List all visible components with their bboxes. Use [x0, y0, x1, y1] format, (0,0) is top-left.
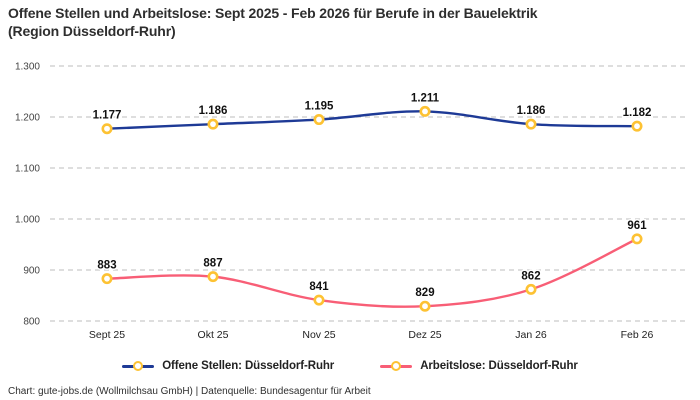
- data-point-label: 887: [203, 258, 222, 270]
- line-chart: 800 900 1.000 1.100 1.200 1.300 Sept 25 Okt 25 N…: [15, 62, 688, 341]
- data-point-label: 862: [521, 270, 540, 282]
- data-point-marker: [631, 233, 643, 245]
- data-point-label: 883: [97, 260, 116, 272]
- y-axis-tick-label: 1.100: [15, 164, 40, 175]
- chart-source-credit: Chart: gute-jobs.de (Wollmilchsau GmbH) …: [8, 386, 371, 397]
- x-axis-tick-label: Jan 26: [515, 329, 547, 341]
- y-axis-tick-label: 800: [23, 317, 40, 328]
- data-point-marker: [419, 105, 431, 117]
- x-axis-tick-label: Dez 25: [408, 329, 441, 341]
- data-point-marker: [419, 300, 431, 312]
- legend-item-arbeitslose: Arbeitslose: Düsseldorf-Ruhr: [380, 360, 578, 372]
- data-point-marker: [525, 283, 537, 295]
- x-axis-tick-label: Feb 26: [621, 329, 654, 341]
- data-point-label: 1.177: [93, 110, 122, 122]
- data-point-label: 1.186: [199, 105, 228, 117]
- data-point-marker: [207, 271, 219, 283]
- line-marker-icon: [122, 360, 155, 372]
- chart-title-line1: Offene Stellen und Arbeitslose: Sept 202…: [8, 5, 538, 21]
- legend-item-offene-stellen: Offene Stellen: Düsseldorf-Ruhr: [122, 360, 334, 372]
- chart-title-line2: (Region Düsseldorf-Ruhr): [8, 22, 176, 39]
- legend-label: Arbeitslose: Düsseldorf-Ruhr: [420, 360, 578, 372]
- data-point-label: 1.186: [517, 105, 546, 117]
- data-point-label: 1.211: [411, 92, 440, 104]
- x-axis-tick-label: Okt 25: [198, 329, 229, 341]
- data-point-marker: [313, 294, 325, 306]
- data-point-marker: [101, 123, 113, 135]
- data-point-marker: [631, 120, 643, 132]
- data-point-marker: [207, 118, 219, 130]
- data-point-marker: [101, 273, 113, 285]
- data-point-label: 1.195: [305, 101, 334, 113]
- data-point-marker: [525, 118, 537, 130]
- chart-legend: Offene Stellen: Düsseldorf-Ruhr Arbeitsl…: [0, 360, 700, 372]
- y-axis-tick-label: 900: [23, 266, 40, 277]
- data-point-marker: [313, 114, 325, 126]
- data-point-label: 841: [309, 281, 329, 293]
- y-axis-tick-label: 1.300: [15, 62, 40, 73]
- data-point-label: 961: [627, 220, 647, 232]
- data-point-label: 829: [415, 287, 434, 299]
- x-axis-tick-label: Nov 25: [302, 329, 335, 341]
- chart-title: Offene Stellen und Arbeitslose: Sept 202…: [8, 5, 696, 41]
- y-axis-tick-label: 1.000: [15, 215, 40, 226]
- line-marker-icon: [380, 360, 413, 372]
- series-line: [105, 110, 639, 130]
- legend-label: Offene Stellen: Düsseldorf-Ruhr: [162, 360, 335, 372]
- x-axis-tick-label: Sept 25: [89, 329, 125, 341]
- data-point-label: 1.182: [623, 107, 652, 119]
- y-axis-tick-label: 1.200: [15, 113, 40, 124]
- series-line: [105, 237, 639, 308]
